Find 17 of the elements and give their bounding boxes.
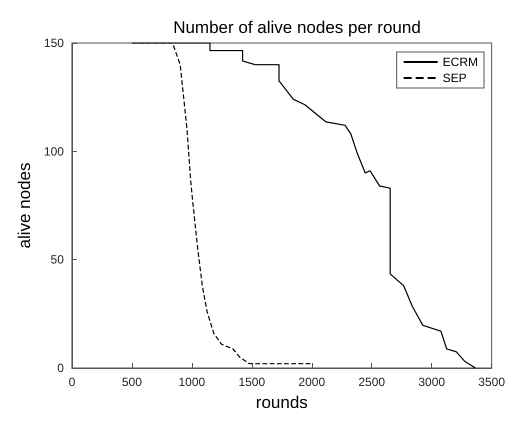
y-tick-label: 150: [44, 36, 64, 50]
x-tick-label: 3500: [478, 375, 506, 389]
x-tick-label: 2000: [298, 375, 326, 389]
x-axis-title: rounds: [256, 393, 308, 412]
y-tick-label: 0: [57, 361, 64, 375]
x-tick-label: 3000: [418, 375, 446, 389]
legend-label: ECRM: [442, 55, 478, 69]
x-tick-label: 1500: [238, 375, 266, 389]
chart-title: Number of alive nodes per round: [173, 18, 421, 37]
y-tick-label: 100: [44, 144, 64, 158]
legend-label: SEP: [442, 71, 467, 85]
y-axis-title: alive nodes: [15, 162, 34, 249]
x-tick-label: 0: [68, 375, 76, 389]
y-tick-label: 50: [50, 252, 64, 267]
x-tick-label: 500: [122, 375, 142, 389]
x-tick-label: 2500: [358, 375, 386, 389]
x-tick-label: 1000: [178, 375, 206, 389]
